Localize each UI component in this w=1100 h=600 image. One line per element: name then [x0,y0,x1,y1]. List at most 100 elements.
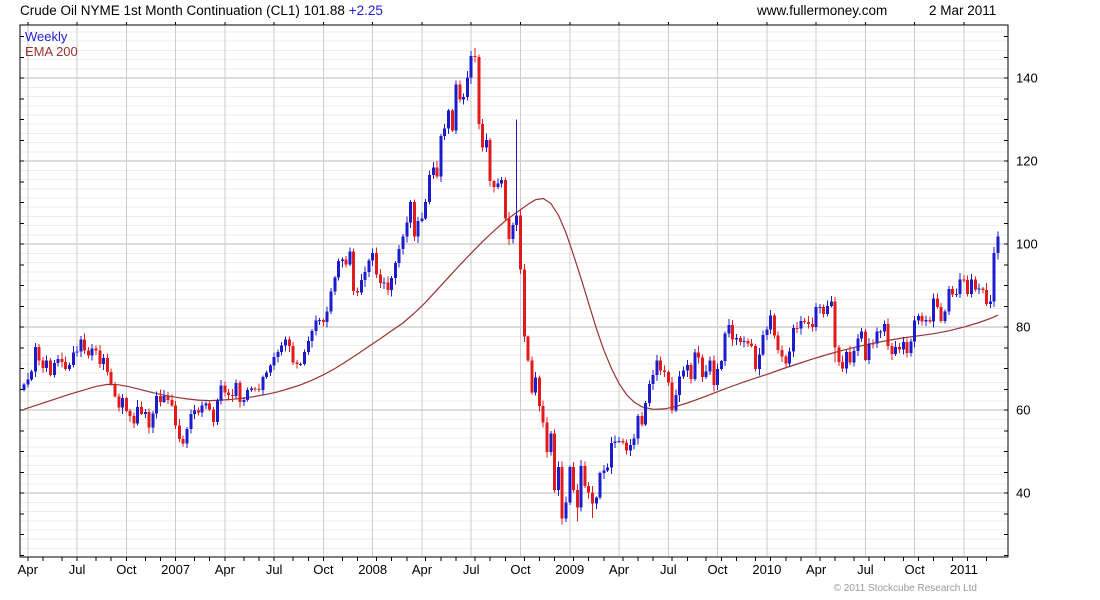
candle-up [534,377,538,393]
candle-up [769,315,773,330]
candle-up [609,442,613,468]
candle-up [310,330,314,341]
candle-up [276,352,280,357]
candle-up [799,320,803,329]
candle-up [155,395,159,414]
legend-weekly-label: Weekly [25,29,68,44]
legend-ema-label: EMA 200 [25,44,78,59]
candle-down [109,371,113,384]
candle-down [803,320,807,323]
candle-up [33,347,37,372]
candle-down [553,433,557,490]
chart-title-text: Crude Oil NYME 1st Month Continuation (C… [20,3,345,18]
ema-line [23,197,999,410]
candle-down [238,383,242,403]
y-axis-label: 140 [1016,71,1038,86]
candle-down [374,252,378,275]
candle-up [958,279,962,294]
candle-down [810,324,814,328]
candle-down [257,388,261,391]
candle-up [765,329,769,335]
candle-up [121,398,125,408]
candle-up [814,306,818,328]
candle-down [158,395,162,402]
candle-up [102,358,106,365]
candle-up [704,371,708,377]
candle-up [894,347,898,355]
candle-down [663,370,667,372]
candle-up [636,415,640,439]
candle-down [132,415,136,424]
candle-up [325,311,329,323]
candle-up [469,56,473,78]
candle-up [996,236,1000,253]
x-axis-label: 2008 [358,562,387,577]
x-axis-label: 2007 [161,562,190,577]
candle-down [863,331,867,360]
candle-up [265,372,269,377]
candle-up [249,388,253,390]
candle-up [723,333,727,362]
x-axis-label: Oct [707,562,728,577]
candle-down [951,288,955,295]
candle-up [761,334,765,355]
candle-down [890,346,894,355]
candle-up [363,271,367,281]
candle-down [128,410,132,416]
candle-up [390,278,394,291]
candle-up [185,429,189,444]
candle-down [113,383,117,397]
candle-up [693,352,697,379]
candle-down [253,388,257,390]
candle-down [492,181,496,187]
candle-up [431,167,435,175]
candle-up [716,369,720,386]
candle-down [962,279,966,281]
candle-up [579,466,583,508]
candle-up [867,343,871,360]
y-axis-label: 40 [1016,486,1030,501]
copyright-text: © 2011 Stockcube Research Ltd [833,583,977,594]
candle-up [647,383,651,404]
candle-down [473,56,477,58]
candle-up [371,252,375,261]
candle-up [719,361,723,370]
candle-down [64,361,68,370]
candle-down [750,343,754,346]
candle-down [587,486,591,493]
candle-down [450,110,454,131]
candle-up [943,311,947,321]
chart-title: Crude Oil NYME 1st Month Continuation (C… [20,3,383,18]
candle-up [272,356,276,366]
candle-up [613,441,617,443]
candle-up [268,365,272,373]
candle-up [90,348,94,356]
candle-up [302,352,306,365]
candle-up [879,331,883,333]
chart-date: 2 Mar 2011 [929,3,997,18]
candle-down [973,279,977,290]
candle-up [405,222,409,237]
candle-down [700,357,704,377]
candle-down [697,352,701,358]
candle-up [306,340,310,353]
candle-up [219,385,223,401]
candle-up [242,400,246,403]
candle-up [655,360,659,376]
candle-down [177,425,181,440]
candle-up [56,359,60,364]
x-axis-label: Jul [660,562,677,577]
candle-up [515,215,519,226]
candle-up [875,331,879,344]
candle-up [947,288,951,312]
candle-up [45,360,49,368]
candle-up [954,293,958,295]
candle-down [477,56,481,125]
candle-down [731,325,735,340]
candle-down [583,466,587,487]
candle-down [117,396,121,408]
candle-down [124,398,128,411]
candle-down [753,345,757,370]
candle-up [329,291,333,312]
candle-up [246,389,250,401]
